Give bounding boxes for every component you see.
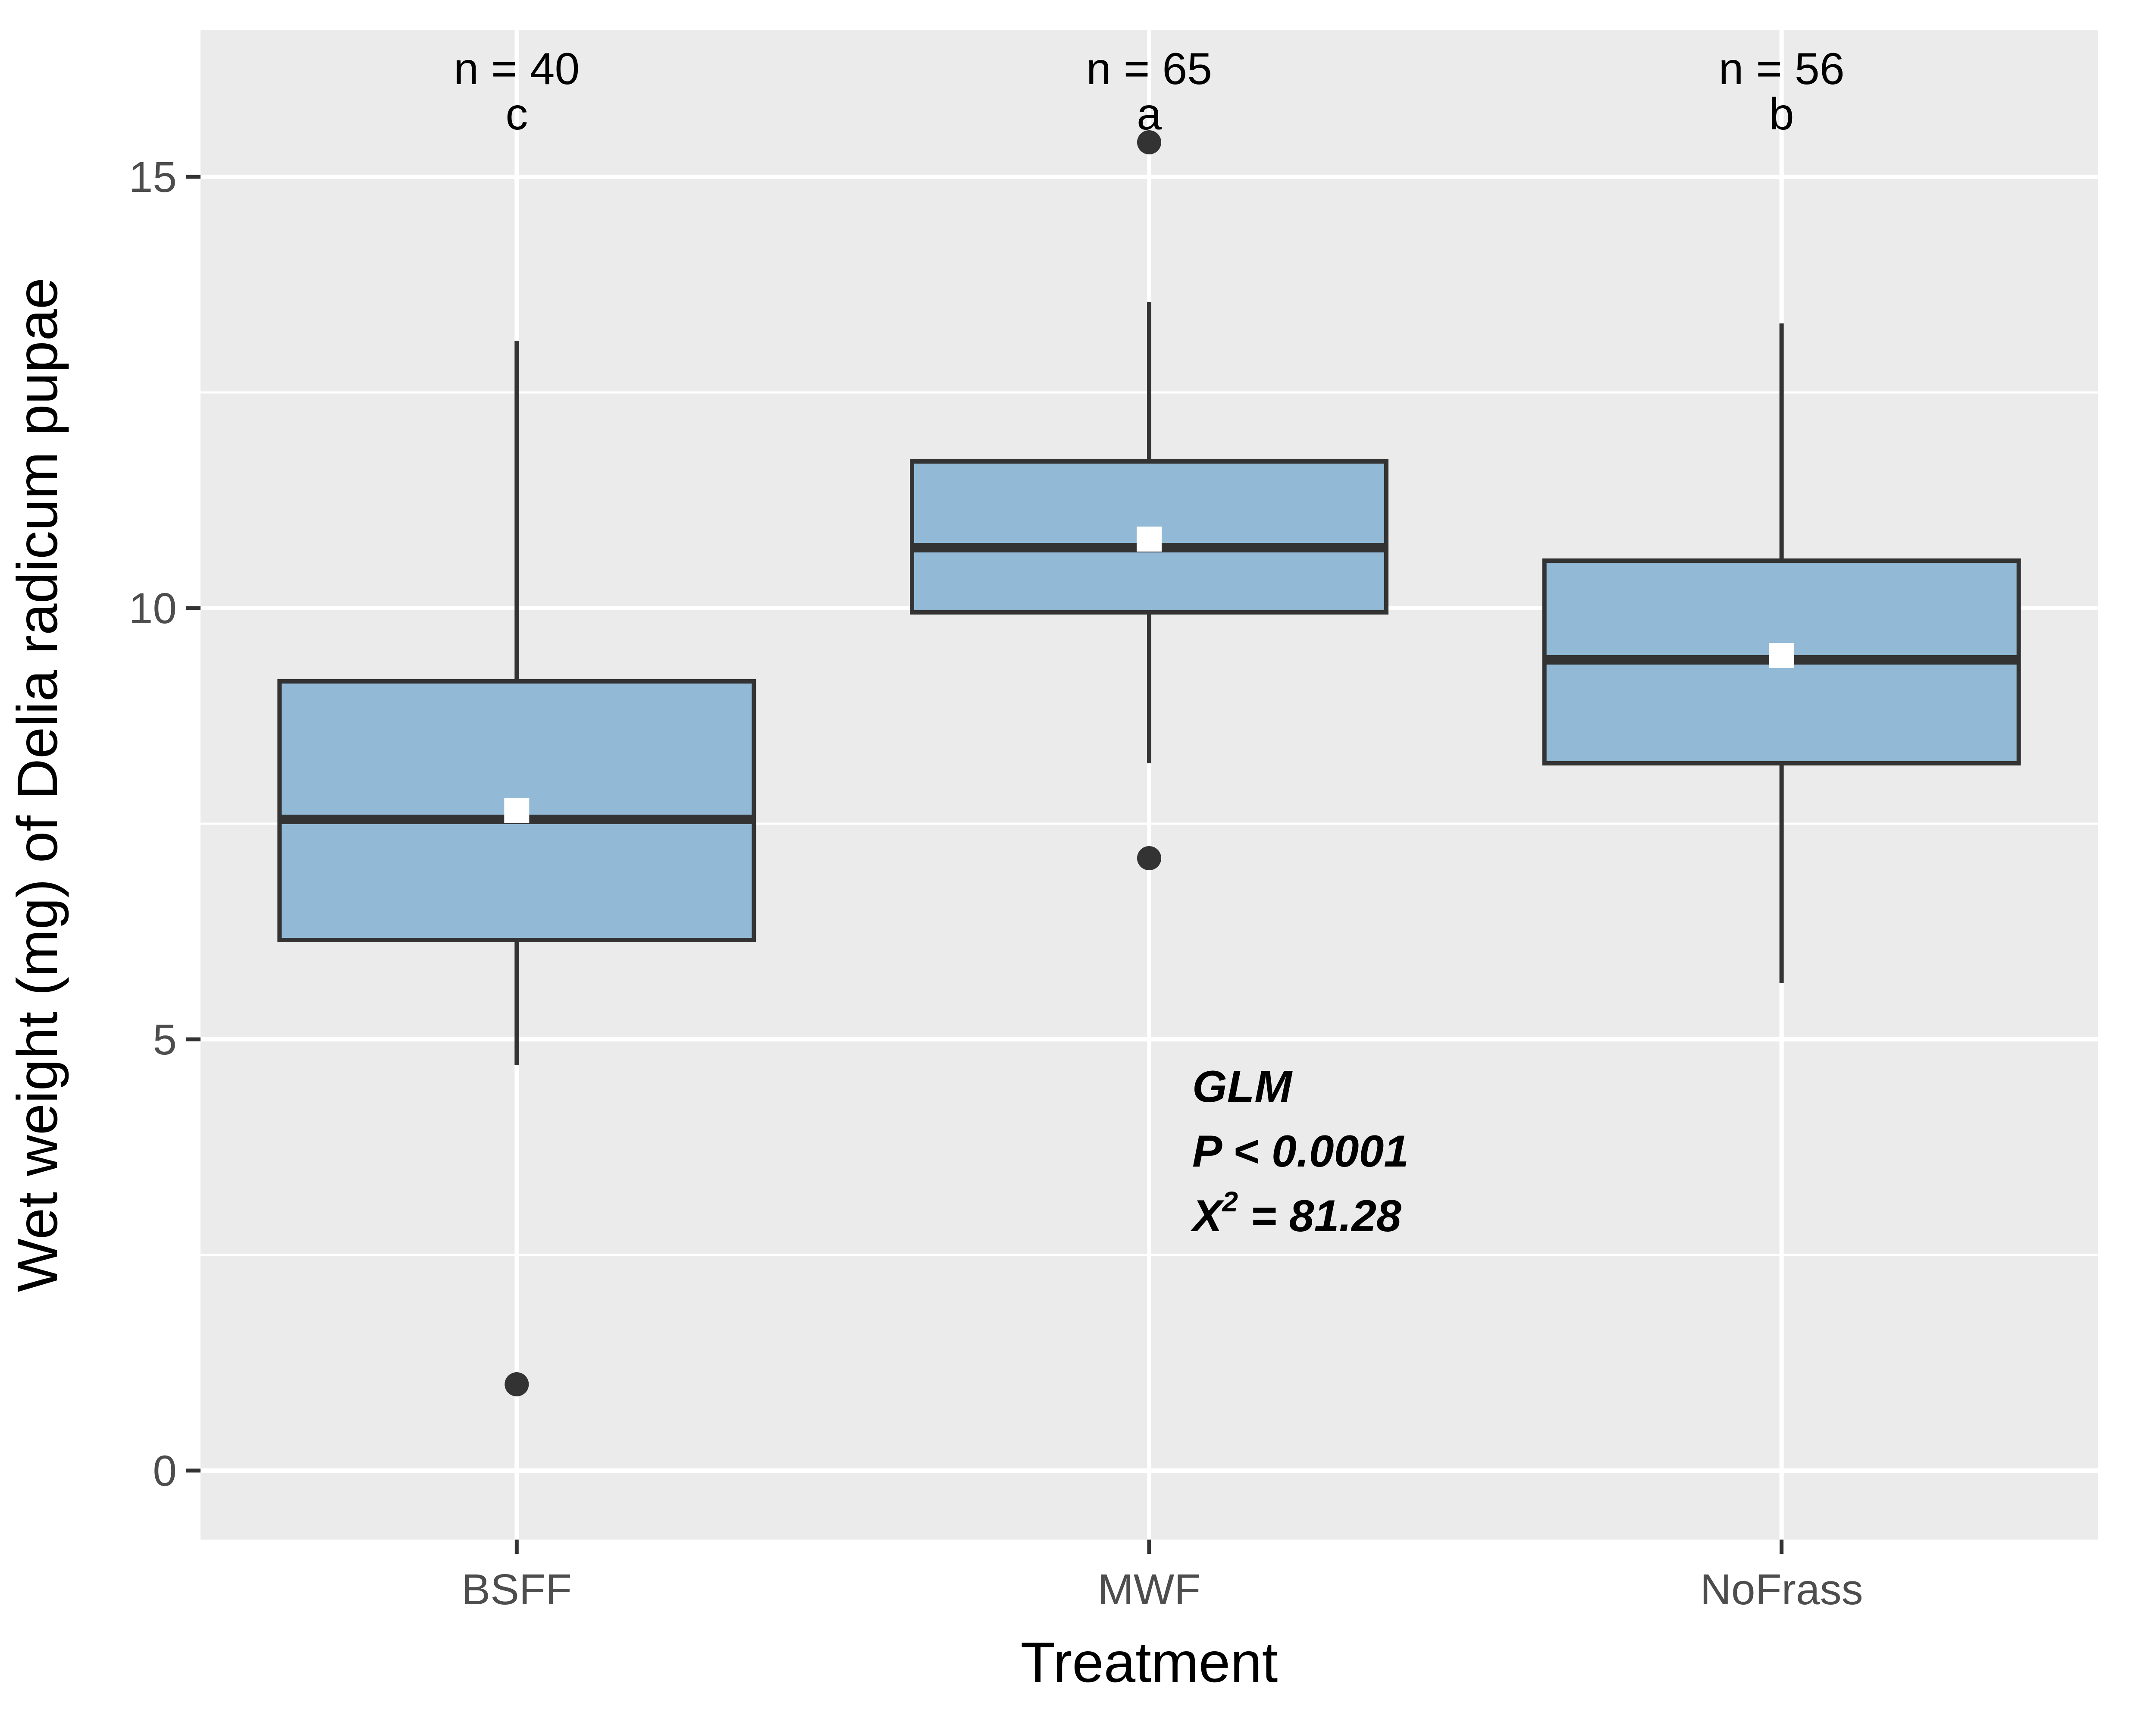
stats-line-chi-square: X2 = 81.28 [1190, 1186, 1401, 1241]
y-axis-title: Wet weight (mg) of Delia radicum pupae [6, 278, 69, 1292]
x-tick-label-0: BSFF [462, 1565, 572, 1614]
y-tick-label-2: 10 [129, 584, 177, 633]
chi-superscript: 2 [1221, 1186, 1238, 1217]
outlier-point-BSFF-0 [505, 1372, 529, 1396]
mean-marker-BSFF [504, 798, 530, 823]
outlier-point-MWF-0 [1137, 130, 1161, 154]
stats-line-p-value: P < 0.0001 [1192, 1126, 1409, 1176]
group-letter-BSFF: c [505, 89, 528, 139]
mean-marker-NoFrass [1769, 643, 1794, 668]
stats-line-glm: GLM [1192, 1062, 1293, 1112]
y-tick-label-3: 15 [129, 153, 177, 201]
chi-symbol: X [1190, 1191, 1225, 1241]
group-letter-NoFrass: b [1769, 89, 1794, 139]
y-tick-label-0: 0 [153, 1447, 177, 1495]
y-tick-label-1: 5 [153, 1016, 177, 1064]
chi-value: = 81.28 [1238, 1191, 1401, 1241]
box-group-NoFrass [1542, 323, 2021, 983]
box-group-MWF [910, 130, 1388, 870]
box-group-BSFF [277, 341, 756, 1396]
mean-marker-MWF [1137, 527, 1162, 552]
stats-annotation: GLM P < 0.0001 X2 = 81.28 [1190, 1062, 1409, 1241]
axis-layer: 0 5 10 15 BSFF MWF NoFrass [129, 153, 1863, 1614]
x-tick-label-2: NoFrass [1700, 1565, 1863, 1614]
outlier-point-MWF-1 [1137, 846, 1161, 870]
n-label-MWF: n = 65 [1086, 44, 1212, 94]
n-label-BSFF: n = 40 [454, 44, 580, 94]
annotation-layer: n = 40c n = 65a n = 56b [454, 44, 1844, 139]
x-tick-label-1: MWF [1098, 1565, 1201, 1614]
group-letter-MWF: a [1137, 89, 1162, 139]
x-axis-title: Treatment [1021, 1631, 1278, 1694]
box-layer [277, 130, 2021, 1396]
n-label-NoFrass: n = 56 [1719, 44, 1845, 94]
